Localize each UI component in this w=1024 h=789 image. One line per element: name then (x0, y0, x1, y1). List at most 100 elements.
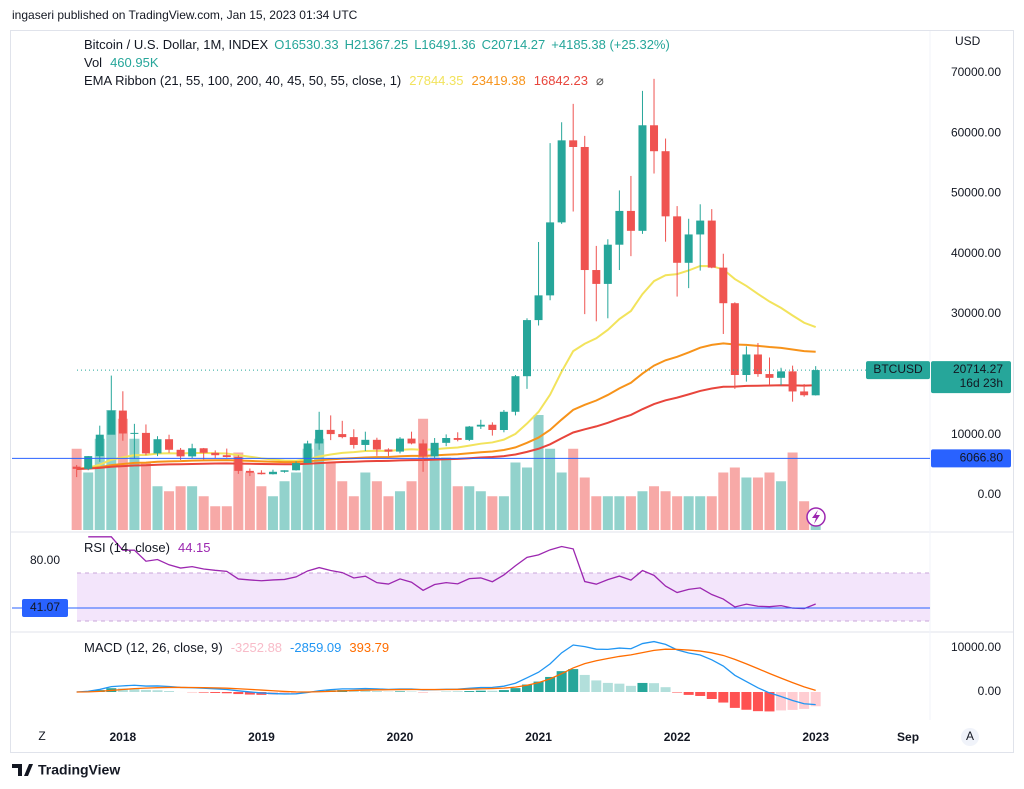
candle-body (234, 457, 243, 471)
macd-histogram (129, 688, 140, 692)
auto-scale-label[interactable]: A (966, 729, 974, 743)
macd-histogram (764, 691, 775, 712)
macd-histogram (718, 691, 729, 703)
volume-bar (752, 477, 763, 530)
lightning-glyph (812, 510, 820, 524)
candle-body (176, 449, 185, 457)
legend-macd: MACD (12, 26, close, 9) -3252.88 -2859.09 3… (84, 640, 389, 655)
macd-histogram (291, 691, 302, 694)
macd-histogram (498, 690, 509, 692)
candle-body (730, 303, 739, 375)
volume-bar (510, 462, 521, 530)
legend-ema: EMA Ribbon (21, 55, 100, 200, 40, 45, 50… (84, 73, 604, 88)
candle-body (557, 140, 566, 223)
volume-bar (210, 506, 221, 530)
macd-histogram (683, 691, 694, 695)
macd-histogram (729, 691, 740, 708)
volume-bar (221, 506, 232, 530)
candle-body (592, 270, 601, 284)
hline-tag (931, 449, 1011, 468)
volume-bar (106, 410, 117, 530)
volume-bar (117, 418, 128, 530)
candle-body (407, 438, 416, 444)
macd-histogram (614, 683, 625, 692)
volume-bar (533, 415, 544, 530)
ohlc: H21367.25 (345, 37, 409, 52)
volume-bar (637, 491, 648, 530)
y-tick-label: 70000.00 (951, 65, 1001, 79)
candle-body (95, 434, 104, 457)
ema-line (76, 342, 816, 470)
candle-body (153, 439, 162, 454)
candle-body (268, 471, 277, 475)
ema-value: 27844.35 (409, 73, 463, 88)
volume-bar (625, 496, 636, 530)
ema-line (76, 384, 816, 470)
macd-histogram (799, 691, 810, 709)
signal-line (76, 648, 816, 693)
candle-body (488, 424, 497, 430)
macd-title: MACD (12, 26, close, 9) (84, 640, 223, 655)
rsi-band (77, 573, 930, 621)
macd-histogram (510, 688, 521, 692)
volume-bar (776, 481, 787, 530)
volume-bar (556, 472, 567, 530)
macd-histogram (556, 671, 567, 692)
candle-body (372, 439, 381, 450)
volume-bar (787, 452, 798, 530)
macd-histogram (244, 691, 255, 695)
volume-bar (314, 438, 325, 530)
y-tick-label: 60000.00 (951, 125, 1001, 139)
candle-body (245, 470, 254, 473)
currency: USD (955, 34, 981, 48)
countdown: 16d 23h (960, 376, 1003, 390)
candle-body (707, 220, 716, 268)
symbol-title: Bitcoin / U.S. Dollar, 1M, INDEX (84, 37, 269, 52)
ema-line (76, 264, 817, 470)
candle-body (719, 267, 728, 304)
volume-bar (706, 496, 717, 530)
candle-body (280, 470, 289, 472)
zoom-button[interactable]: Z (38, 729, 45, 743)
macd-histogram (776, 691, 787, 711)
candle-body (72, 466, 81, 469)
macd-histogram (464, 691, 475, 692)
candle-body (165, 439, 174, 450)
candle-body (303, 443, 312, 464)
candle-body (811, 370, 820, 396)
macd-histogram (117, 688, 128, 692)
candle-body (349, 437, 358, 445)
macd-histogram (475, 690, 486, 692)
candle-body (442, 438, 451, 443)
candle-body (465, 426, 474, 440)
candle-body (222, 455, 231, 458)
candle-body (395, 438, 404, 452)
macd-histogram (522, 684, 533, 692)
y-tick-label: 30000.00 (951, 306, 1001, 320)
macd-histogram (198, 691, 209, 693)
candle-body (292, 463, 301, 471)
macd-histogram (810, 691, 821, 707)
legend-main: Bitcoin / U.S. Dollar, 1M, INDEX O16530.3… (84, 37, 670, 52)
volume-bar (487, 496, 498, 530)
candle-body (753, 354, 762, 375)
volume-bar (741, 477, 752, 530)
rsi-line (88, 536, 816, 610)
macd-histogram (672, 691, 683, 693)
volume-bar (475, 491, 486, 530)
volume-bar (140, 462, 151, 530)
candle-body (257, 472, 266, 475)
candle-body (638, 125, 647, 231)
candle-body (315, 429, 324, 444)
ema-icon[interactable]: ⌀ (596, 73, 604, 88)
macd-histogram (140, 689, 151, 692)
volume-bar (672, 496, 683, 530)
candle-body (615, 210, 624, 245)
candle-body (384, 449, 393, 452)
volume-bar (568, 448, 579, 530)
macd-histogram (545, 676, 556, 692)
candle-body (661, 151, 670, 217)
candle-body (453, 438, 462, 440)
auto-scale-button[interactable] (961, 728, 979, 746)
